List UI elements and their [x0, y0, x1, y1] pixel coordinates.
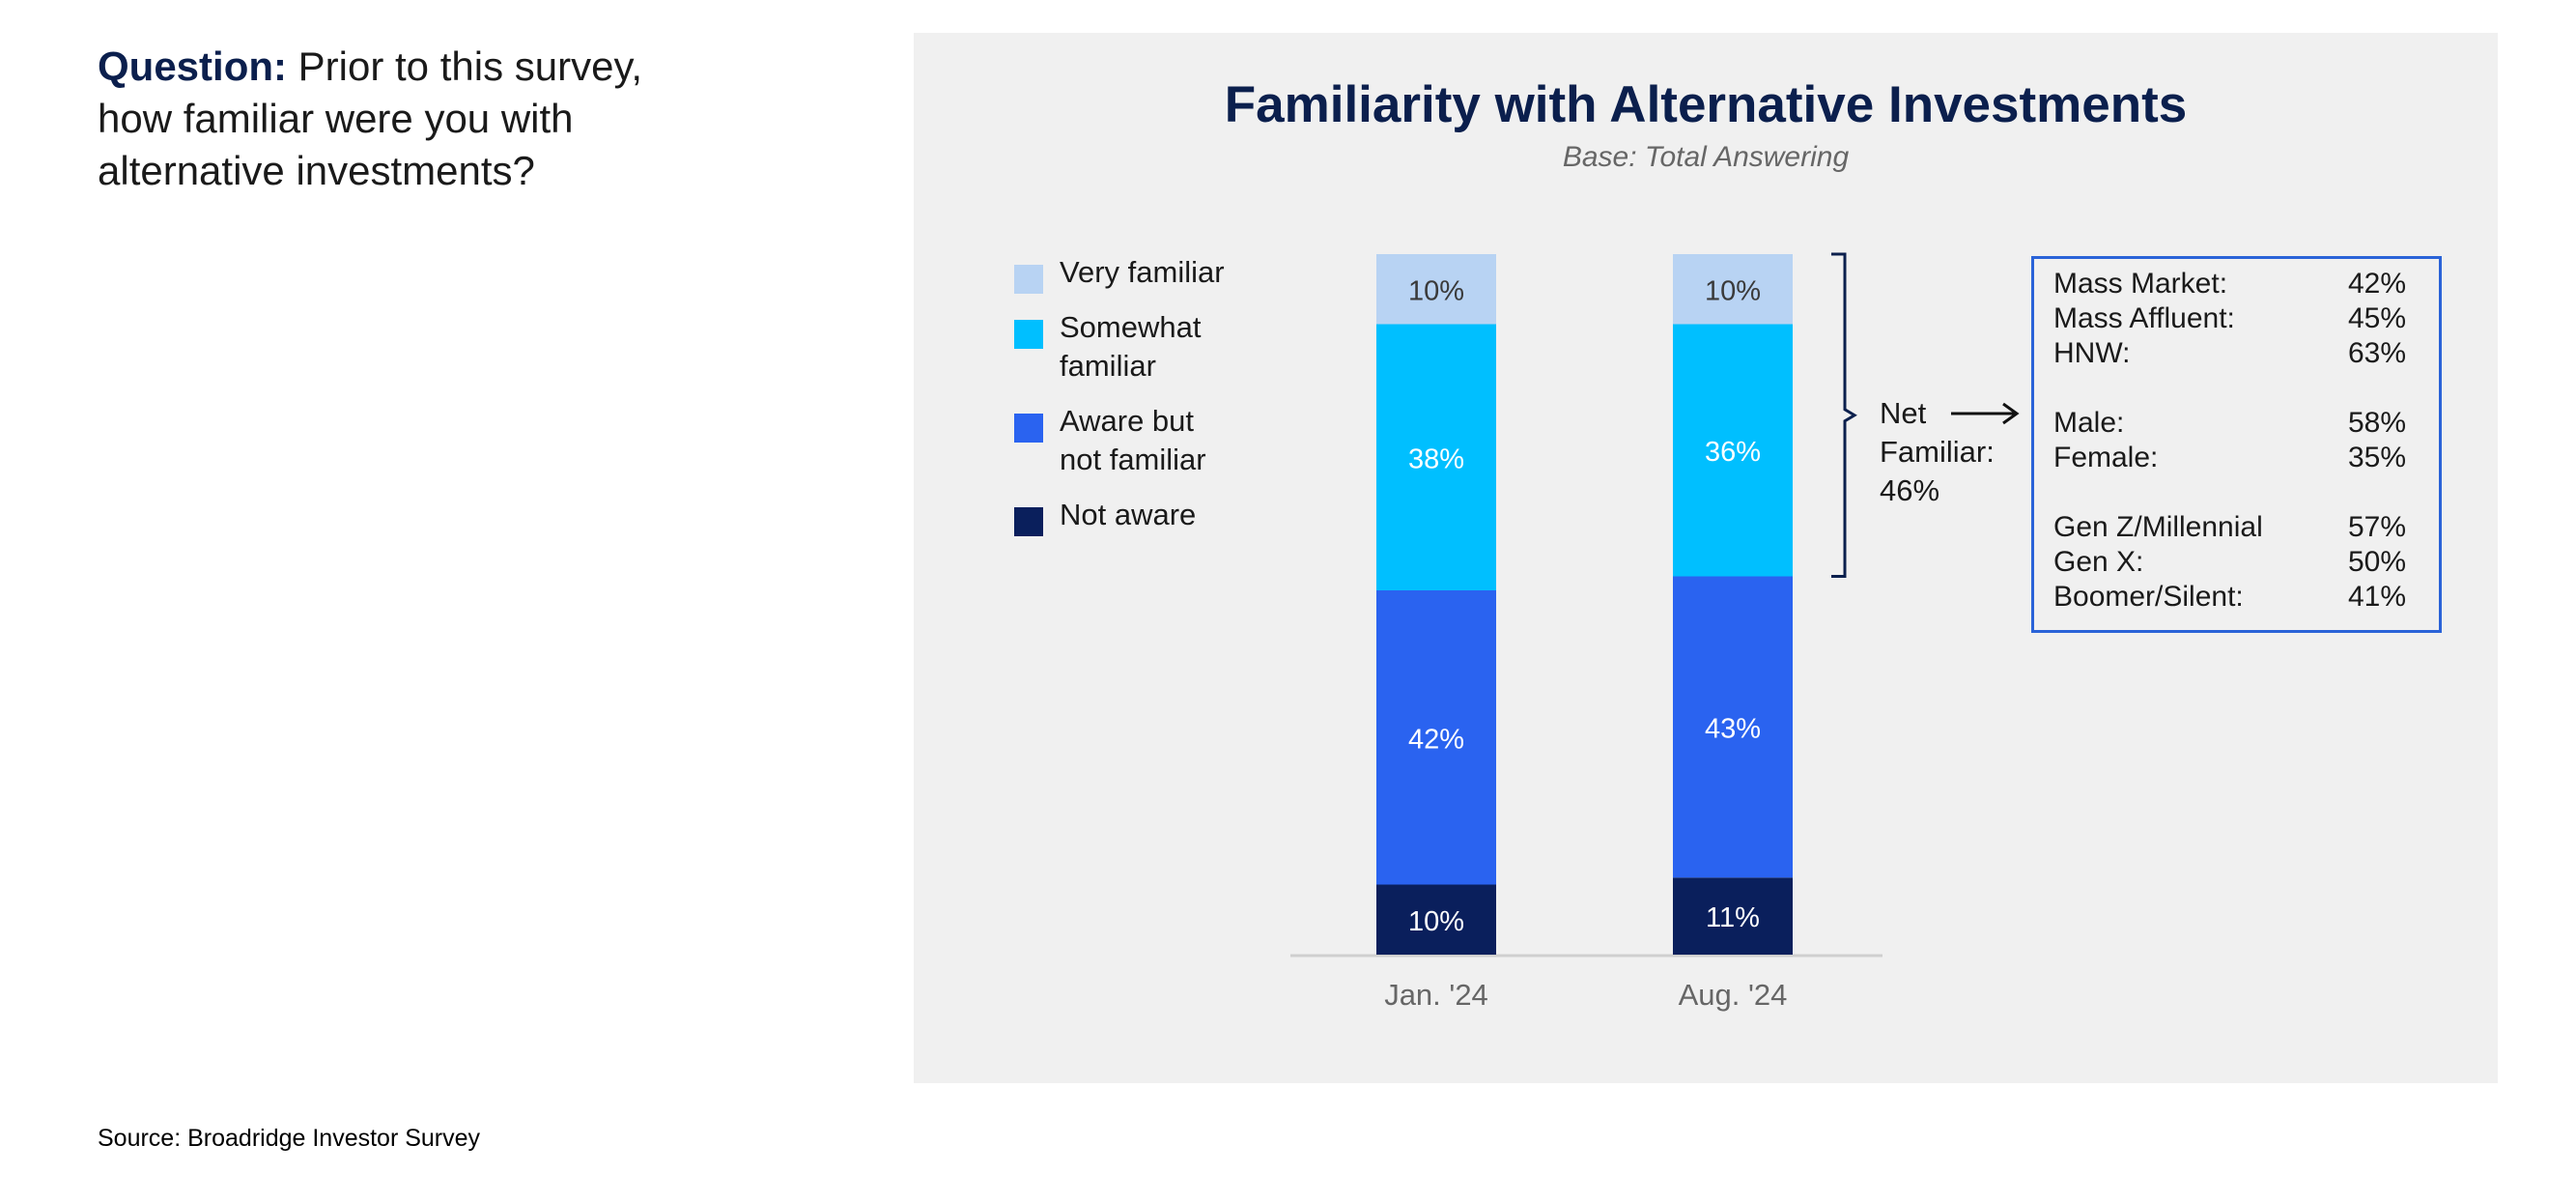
bar-segment [1376, 884, 1496, 955]
bar-segment [1376, 324, 1496, 590]
data-label: 11% [1706, 902, 1760, 933]
callout-label: Mass Affluent: [2053, 302, 2235, 334]
callout-value: 50% [2347, 546, 2406, 578]
net-familiar-annotation: Net Familiar: 46% [1880, 394, 1995, 510]
legend-swatch [1014, 507, 1043, 536]
legend-swatch [1014, 414, 1043, 443]
x-tick-label: Jan. '24 [1384, 978, 1488, 1012]
legend-label-line: not familiar [1060, 443, 1206, 476]
legend-label: Somewhat familiar [1060, 308, 1201, 386]
legend-label: Very familiar [1060, 253, 1225, 292]
legend-swatch [1014, 320, 1043, 349]
callout-value: 58% [2347, 407, 2406, 439]
bar-segment [1376, 254, 1496, 325]
callout-label: Mass Market: [2053, 268, 2228, 300]
chart-title: Familiarity with Alternative Investments [1224, 76, 2188, 133]
callout-value: 42% [2347, 268, 2406, 300]
bar-segment [1376, 590, 1496, 885]
data-label: 36% [1705, 437, 1761, 468]
bar-segment [1673, 877, 1793, 955]
source-note: Source: Broadridge Investor Survey [98, 1125, 481, 1152]
chart-subtitle: Base: Total Answering [1562, 141, 1850, 173]
data-label: 10% [1705, 275, 1761, 306]
net-familiar-line: Familiar: [1880, 435, 1995, 469]
bar-segment [1673, 576, 1793, 878]
question-body: Prior to this survey, how familiar were … [98, 43, 642, 193]
bar-segment [1673, 324, 1793, 577]
callout-label: Male: [2053, 407, 2125, 439]
net-familiar-line: 46% [1880, 473, 1940, 507]
callout-value: 57% [2347, 511, 2406, 543]
callout-label: Female: [2053, 442, 2159, 473]
segment-callout-box: Mass Market: 42% Mass Affluent: 45% HNW: 63% M… [2031, 256, 2442, 633]
chart-panel: Familiarity with Alternative Investments… [914, 33, 2498, 1083]
legend-label-line: Not aware [1060, 498, 1197, 531]
callout-value: 41% [2347, 581, 2406, 613]
callout-label: Gen Z/Millennial [2053, 511, 2263, 543]
callout-label: Boomer/Silent: [2053, 581, 2244, 613]
legend-label: Aware but not familiar [1060, 402, 1206, 479]
data-label: 42% [1408, 724, 1464, 755]
callout-label: Gen X: [2053, 546, 2144, 578]
bar-segment [1673, 254, 1793, 325]
question-text: Question: Prior to this survey, how fami… [98, 41, 696, 197]
data-label: 10% [1408, 275, 1464, 306]
legend-label-line: Aware but [1060, 404, 1195, 438]
legend-label-line: familiar [1060, 349, 1156, 383]
legend-label-line: Somewhat [1060, 310, 1202, 344]
callout-value: 45% [2347, 302, 2406, 334]
x-tick-label: Aug. '24 [1679, 978, 1788, 1012]
stacked-bar-chart: 10% 42% 38% 10% Jan. '24 11% 43% 36% 10% Aug. '24 [1290, 252, 2020, 1012]
data-label: 38% [1408, 444, 1464, 474]
legend-label-line: Very familiar [1060, 255, 1225, 289]
net-familiar-bracket [1831, 252, 1857, 578]
callout-label: HNW: [2053, 337, 2131, 369]
callout-arrow-head [2002, 402, 2020, 425]
question-prefix: Question: [98, 43, 287, 89]
net-familiar-line: Net [1880, 396, 1927, 430]
data-label: 10% [1408, 906, 1464, 937]
callout-value: 35% [2347, 442, 2406, 473]
legend-label: Not aware [1060, 496, 1196, 534]
legend-swatch [1014, 265, 1043, 294]
data-label: 43% [1705, 713, 1761, 744]
callout-value: 63% [2347, 337, 2406, 369]
